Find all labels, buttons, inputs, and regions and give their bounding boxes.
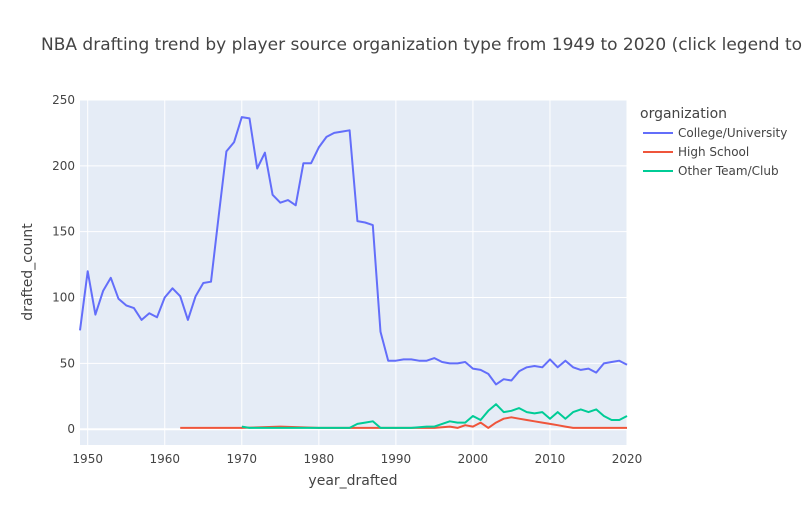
legend-label: High School (678, 145, 749, 159)
legend-items: College/University High School Other Team/… (643, 126, 787, 178)
series-lines (79, 116, 628, 429)
x-tick-label: 1990 (381, 452, 412, 466)
y-tick-label: 100 (52, 291, 75, 305)
chart-title: NBA drafting trend by player source orga… (41, 35, 802, 55)
legend-label: Other Team/Club (678, 164, 779, 178)
x-tick-label: 1950 (72, 452, 103, 466)
legend: organization College/University High Scho… (640, 106, 787, 178)
y-tick-label: 250 (52, 93, 75, 107)
x-axis-label: year_drafted (308, 473, 397, 489)
y-tick-label: 150 (52, 225, 75, 239)
x-tick-label: 2010 (535, 452, 566, 466)
x-tick-label: 2020 (612, 452, 643, 466)
x-tick-label: 1970 (227, 452, 258, 466)
legend-item[interactable]: College/University (643, 126, 787, 140)
y-tick-label: 0 (67, 422, 75, 436)
y-tick-label: 50 (60, 356, 75, 370)
series-line (241, 403, 628, 429)
x-tick-labels: 1950 1960 1970 1980 1990 2000 2010 2020 (72, 452, 642, 466)
y-tick-label: 200 (52, 159, 75, 173)
x-tick-label: 1960 (149, 452, 180, 466)
legend-item[interactable]: Other Team/Club (643, 164, 779, 178)
y-axis-label: drafted_count (20, 223, 36, 321)
series-line (79, 116, 628, 386)
legend-item[interactable]: High School (643, 145, 749, 159)
plot-area (80, 100, 627, 445)
legend-title: organization (640, 106, 727, 122)
x-tick-label: 1980 (304, 452, 335, 466)
x-tick-label: 2000 (458, 452, 489, 466)
legend-label: College/University (678, 126, 787, 140)
y-tick-labels: 0 50 100 150 200 250 (52, 93, 75, 436)
